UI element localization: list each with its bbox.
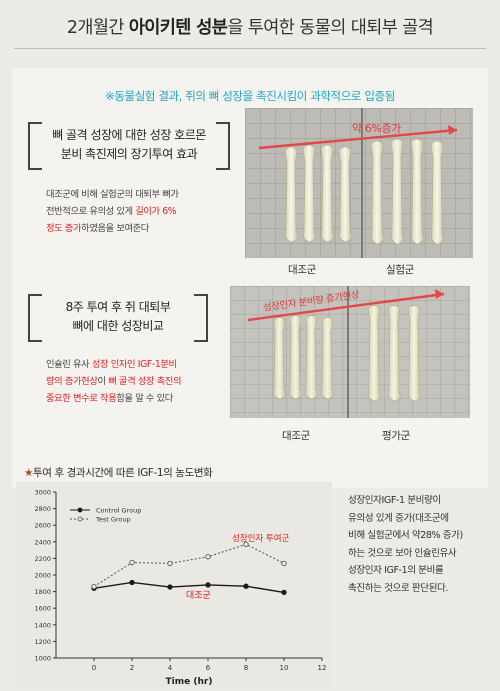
legend-marker [77,507,83,513]
data-point [167,584,173,590]
data-point [205,554,211,560]
section1-heading: 뼈 골격 성장에 대한 성장 호르몬 분비 촉진제의 장기투여 효과 [52,128,206,161]
section1-bracket [28,122,230,170]
subheading: ※동물실험 결과, 쥐의 뼈 성장을 촉진시킴이 과학적으로 입증됨 [105,89,395,103]
data-point [243,583,249,589]
x-tick-label: 10 [280,664,289,672]
chart-container: 1000 1200 1400 1600 1800 2000 2200 2400 2600 2800… [16,482,332,687]
bone-photo-1 [245,108,473,258]
section2-bracket [28,294,208,342]
data-point [205,582,211,588]
annotation-control-group: 대조군 [186,591,211,601]
bone-photo-1-drawing [245,108,473,258]
data-point [243,541,249,547]
photo2-caption-right: 평가군 [381,430,411,442]
x-tick-label: 8 [244,664,248,672]
section2-heading: 8주 투여 후 쥐 대퇴부 뼈에 대한 성장비교 [65,300,171,333]
data-point [281,589,287,596]
section2-description: 인슐린 유사 성장 인자인 IGF-1분비 량의 증가현상이 뼈 골격 성장 촉… [46,359,182,404]
title-divider [14,48,486,49]
x-tick-label: 0 [92,664,96,672]
igf1-line-chart: 1000 1200 1400 1600 1800 2000 2200 2400 2600 2800… [34,489,327,688]
x-tick-label: 12 [318,664,327,672]
legend-label: Test Group [95,516,131,524]
chart-explanation: 성장인자IGF-1 분비량이 유의성 있게 증가(대조군에 비해 실험군에서 약… [348,495,463,594]
y-tick-label: 3000 [34,489,51,497]
y-tick-label: 2400 [34,538,51,546]
annotation-test-group: 성장인자 투여군 [232,534,290,544]
bone-photo-2-drawing [230,286,470,418]
x-axis-label: Time (hr) [166,677,213,687]
photo1-label: 약 6%증가 [352,122,401,135]
y-tick-label: 1000 [34,655,51,663]
legend-label: Control Group [96,507,141,515]
data-point [281,560,287,567]
y-tick-label: 2200 [34,555,51,563]
series-line [93,543,285,588]
photo1-caption-left: 대조군 [287,264,317,276]
y-tick-label: 2000 [34,572,51,580]
y-tick-label: 1600 [34,605,51,613]
x-tick-label: 6 [206,664,211,672]
photo2-caption-left: 대조군 [281,430,311,442]
section1-description: 대조군에 비해 실험군의 대퇴부 뼈가 전반적으로 유의성 있게 길이가 6% … [46,189,179,234]
chart-title: ★투여 후 경과시간에 따른 IGF-1의 농도변화 [24,467,213,479]
data-point [129,579,135,586]
data-point [167,560,173,567]
x-tick-label: 4 [168,664,173,672]
legend-marker [77,516,83,522]
y-tick-label: 1400 [34,621,51,629]
series-line [93,581,285,594]
y-tick-label: 1200 [34,638,51,646]
x-tick-label: 2 [130,664,134,672]
page-title: 2개월간 아이키텐 성분을 투여한 동물의 대퇴부 골격 [66,18,434,38]
y-tick-label: 2800 [34,505,51,513]
photo1-caption-right: 실험군 [385,264,415,276]
growth-arrow-1 [258,128,458,150]
y-tick-label: 2600 [34,522,51,530]
data-point [91,583,97,590]
growth-arrow-2 [247,292,445,322]
data-point [129,559,135,566]
y-tick-label: 1800 [34,588,51,596]
bone-photo-2 [230,286,470,418]
